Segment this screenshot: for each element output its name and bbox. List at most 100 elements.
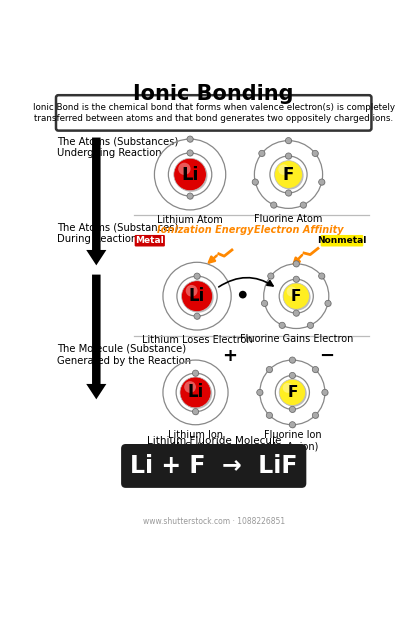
Circle shape — [285, 190, 291, 196]
Circle shape — [194, 313, 200, 319]
Circle shape — [268, 273, 274, 280]
Circle shape — [253, 180, 259, 186]
Circle shape — [322, 390, 329, 396]
Circle shape — [293, 261, 299, 267]
Circle shape — [259, 151, 266, 157]
Circle shape — [290, 422, 296, 428]
Circle shape — [192, 409, 198, 415]
Circle shape — [285, 138, 291, 144]
Text: F: F — [291, 289, 301, 304]
FancyArrow shape — [86, 138, 106, 265]
Text: Lithium Ion
(A Cation): Lithium Ion (A Cation) — [168, 430, 223, 452]
Text: Fluorine Gains Electron: Fluorine Gains Electron — [239, 334, 353, 344]
Circle shape — [286, 154, 292, 160]
Circle shape — [294, 262, 300, 267]
Circle shape — [257, 389, 263, 396]
Circle shape — [262, 301, 268, 307]
Circle shape — [289, 422, 296, 428]
Circle shape — [181, 378, 212, 409]
Circle shape — [193, 371, 199, 377]
Circle shape — [261, 300, 268, 306]
Circle shape — [188, 193, 194, 200]
Circle shape — [313, 151, 319, 157]
Text: −: − — [319, 347, 334, 365]
Circle shape — [195, 314, 201, 320]
Text: Li + F  →  LiF: Li + F → LiF — [130, 454, 297, 477]
Circle shape — [293, 276, 299, 282]
Circle shape — [279, 322, 285, 329]
Circle shape — [178, 162, 191, 175]
Circle shape — [286, 138, 292, 144]
Circle shape — [239, 291, 246, 298]
Circle shape — [195, 273, 201, 280]
Circle shape — [312, 150, 318, 156]
Circle shape — [313, 413, 319, 419]
Text: F: F — [283, 166, 294, 184]
Text: Ionic Bonding: Ionic Bonding — [133, 84, 294, 104]
Circle shape — [289, 373, 296, 379]
Circle shape — [301, 203, 307, 209]
Circle shape — [312, 366, 319, 373]
Circle shape — [187, 150, 193, 156]
FancyArrow shape — [86, 275, 106, 399]
Circle shape — [326, 301, 332, 307]
Circle shape — [181, 281, 213, 312]
Text: Ionization Energy: Ionization Energy — [156, 225, 253, 236]
Circle shape — [278, 164, 289, 175]
Circle shape — [280, 381, 307, 407]
FancyBboxPatch shape — [56, 95, 372, 131]
Text: The Molecule (Substance)
Generated by the Reaction: The Molecule (Substance) Generated by th… — [57, 344, 191, 366]
Circle shape — [192, 370, 198, 376]
Circle shape — [322, 389, 328, 396]
Text: Nonmetal: Nonmetal — [317, 236, 367, 246]
Circle shape — [194, 273, 200, 279]
Circle shape — [289, 357, 296, 363]
Circle shape — [279, 379, 306, 405]
Text: The Atoms (Substances)
Undergoing Reaction: The Atoms (Substances) Undergoing Reacti… — [57, 136, 178, 157]
Text: F: F — [287, 385, 298, 400]
Text: Li: Li — [181, 166, 199, 184]
Circle shape — [174, 158, 206, 191]
Text: Li: Li — [187, 383, 203, 401]
Circle shape — [280, 323, 286, 329]
Circle shape — [307, 322, 314, 329]
Circle shape — [289, 406, 296, 412]
Circle shape — [276, 162, 304, 190]
Circle shape — [267, 367, 273, 373]
Circle shape — [285, 153, 291, 159]
Text: The Atoms (Substances)
During Reaction: The Atoms (Substances) During Reaction — [57, 222, 178, 244]
Circle shape — [283, 283, 309, 309]
Circle shape — [252, 179, 259, 185]
Circle shape — [266, 412, 272, 418]
Circle shape — [193, 409, 199, 415]
Circle shape — [180, 377, 211, 408]
Circle shape — [294, 277, 300, 283]
Text: www.shutterstock.com · 1088226851: www.shutterstock.com · 1088226851 — [143, 517, 285, 526]
Circle shape — [293, 310, 299, 316]
Circle shape — [266, 366, 272, 373]
Text: Electron Affinity: Electron Affinity — [254, 225, 343, 236]
Circle shape — [187, 193, 193, 199]
Circle shape — [271, 203, 277, 209]
FancyBboxPatch shape — [121, 444, 306, 488]
Circle shape — [259, 150, 265, 156]
Circle shape — [286, 286, 296, 296]
Text: Fluorine Atom: Fluorine Atom — [254, 214, 323, 224]
Circle shape — [186, 285, 198, 296]
Circle shape — [175, 159, 208, 192]
Circle shape — [283, 383, 293, 393]
Circle shape — [294, 311, 300, 317]
FancyBboxPatch shape — [135, 235, 165, 247]
Circle shape — [290, 407, 296, 413]
Circle shape — [267, 413, 273, 419]
Circle shape — [188, 151, 194, 157]
Circle shape — [312, 412, 319, 418]
Circle shape — [319, 273, 325, 280]
Text: Li: Li — [189, 287, 205, 305]
Circle shape — [274, 161, 302, 188]
Circle shape — [319, 180, 325, 186]
Circle shape — [319, 179, 325, 185]
Circle shape — [257, 390, 264, 396]
Circle shape — [187, 136, 193, 142]
Circle shape — [286, 190, 292, 197]
